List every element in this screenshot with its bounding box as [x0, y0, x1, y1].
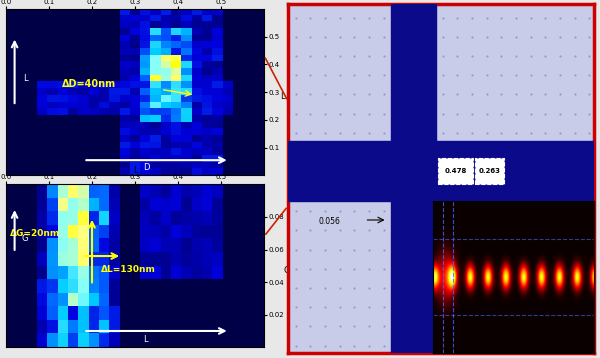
Bar [391, 4, 436, 353]
X-axis label: L: L [133, 166, 137, 175]
Bar [394, 80, 433, 122]
Text: ΔG=20nm: ΔG=20nm [10, 229, 61, 238]
Text: L: L [143, 335, 148, 344]
Text: ΔD=40nm: ΔD=40nm [62, 79, 116, 89]
Bar [394, 213, 433, 251]
Text: ΔL=130nm: ΔL=130nm [101, 265, 155, 274]
Bar [475, 158, 504, 184]
Text: 0.056: 0.056 [319, 217, 340, 226]
Bar [397, 283, 430, 318]
Y-axis label: G: G [283, 266, 290, 275]
Text: 0.478: 0.478 [445, 168, 467, 174]
Text: D: D [143, 163, 150, 172]
Text: 0.263: 0.263 [478, 168, 500, 174]
Bar [438, 158, 473, 184]
Y-axis label: L: L [280, 92, 284, 101]
Text: G: G [21, 234, 28, 243]
Bar [288, 141, 594, 201]
Text: L: L [23, 74, 28, 83]
Bar [397, 35, 430, 59]
